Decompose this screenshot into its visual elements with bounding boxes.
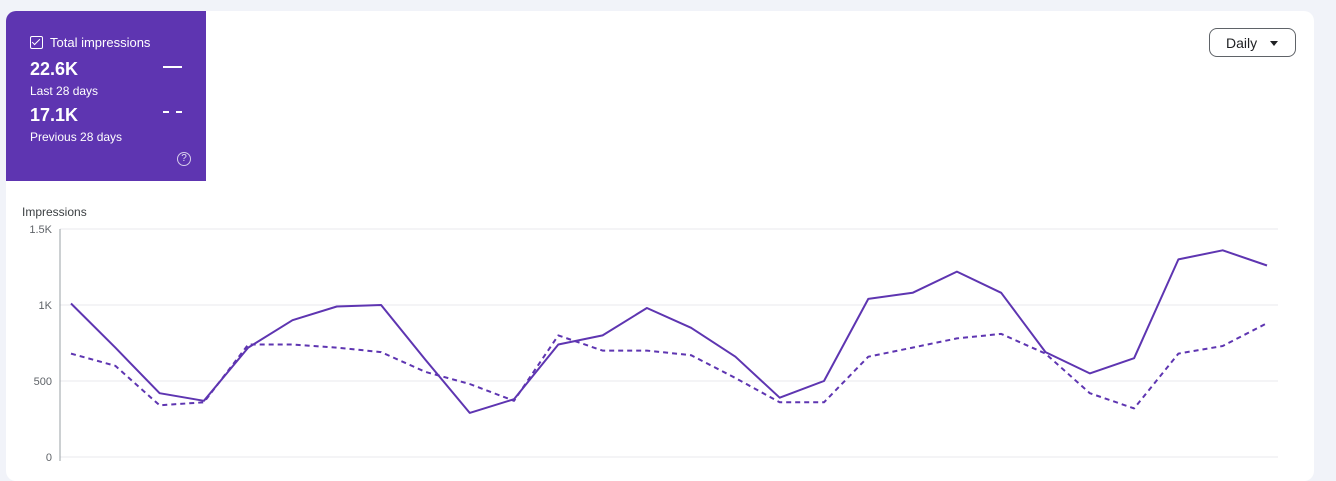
series-line-previous-28-days bbox=[70, 322, 1268, 410]
y-tick-label: 1.5K bbox=[29, 224, 52, 236]
dashed-line-legend-icon bbox=[163, 111, 182, 113]
impressions-line-chart: Impressions 0 500 1K 1.5K bbox=[22, 205, 1278, 461]
grid-layer bbox=[60, 228, 1278, 458]
help-icon[interactable]: ? bbox=[177, 152, 191, 166]
y-tick-label: 500 bbox=[34, 376, 52, 388]
current-period-label: Last 28 days bbox=[30, 84, 99, 98]
series-layer bbox=[70, 249, 1268, 414]
granularity-dropdown[interactable]: Daily bbox=[1209, 28, 1296, 57]
y-axis-ticks: 0 500 1K 1.5K bbox=[29, 224, 52, 461]
total-impressions-card[interactable]: Total impressions 22.6K Last 28 days 17.… bbox=[6, 11, 206, 181]
checkbox-checked-icon[interactable] bbox=[30, 36, 43, 49]
performance-card bbox=[6, 11, 1314, 481]
caret-down-icon bbox=[1270, 41, 1278, 46]
y-tick-label: 1K bbox=[39, 300, 53, 312]
solid-line-legend-icon bbox=[163, 66, 182, 68]
previous-value: 17.1K bbox=[30, 105, 79, 125]
y-tick-label: 0 bbox=[46, 452, 52, 461]
metric-title: Total impressions bbox=[50, 35, 151, 50]
metric-header: Total impressions bbox=[30, 35, 150, 50]
y-axis-title: Impressions bbox=[22, 205, 87, 219]
current-value: 22.6K bbox=[30, 59, 79, 79]
previous-period-label: Previous 28 days bbox=[30, 130, 123, 144]
series-line-last-28-days bbox=[70, 249, 1268, 414]
granularity-selected: Daily bbox=[1226, 34, 1258, 51]
